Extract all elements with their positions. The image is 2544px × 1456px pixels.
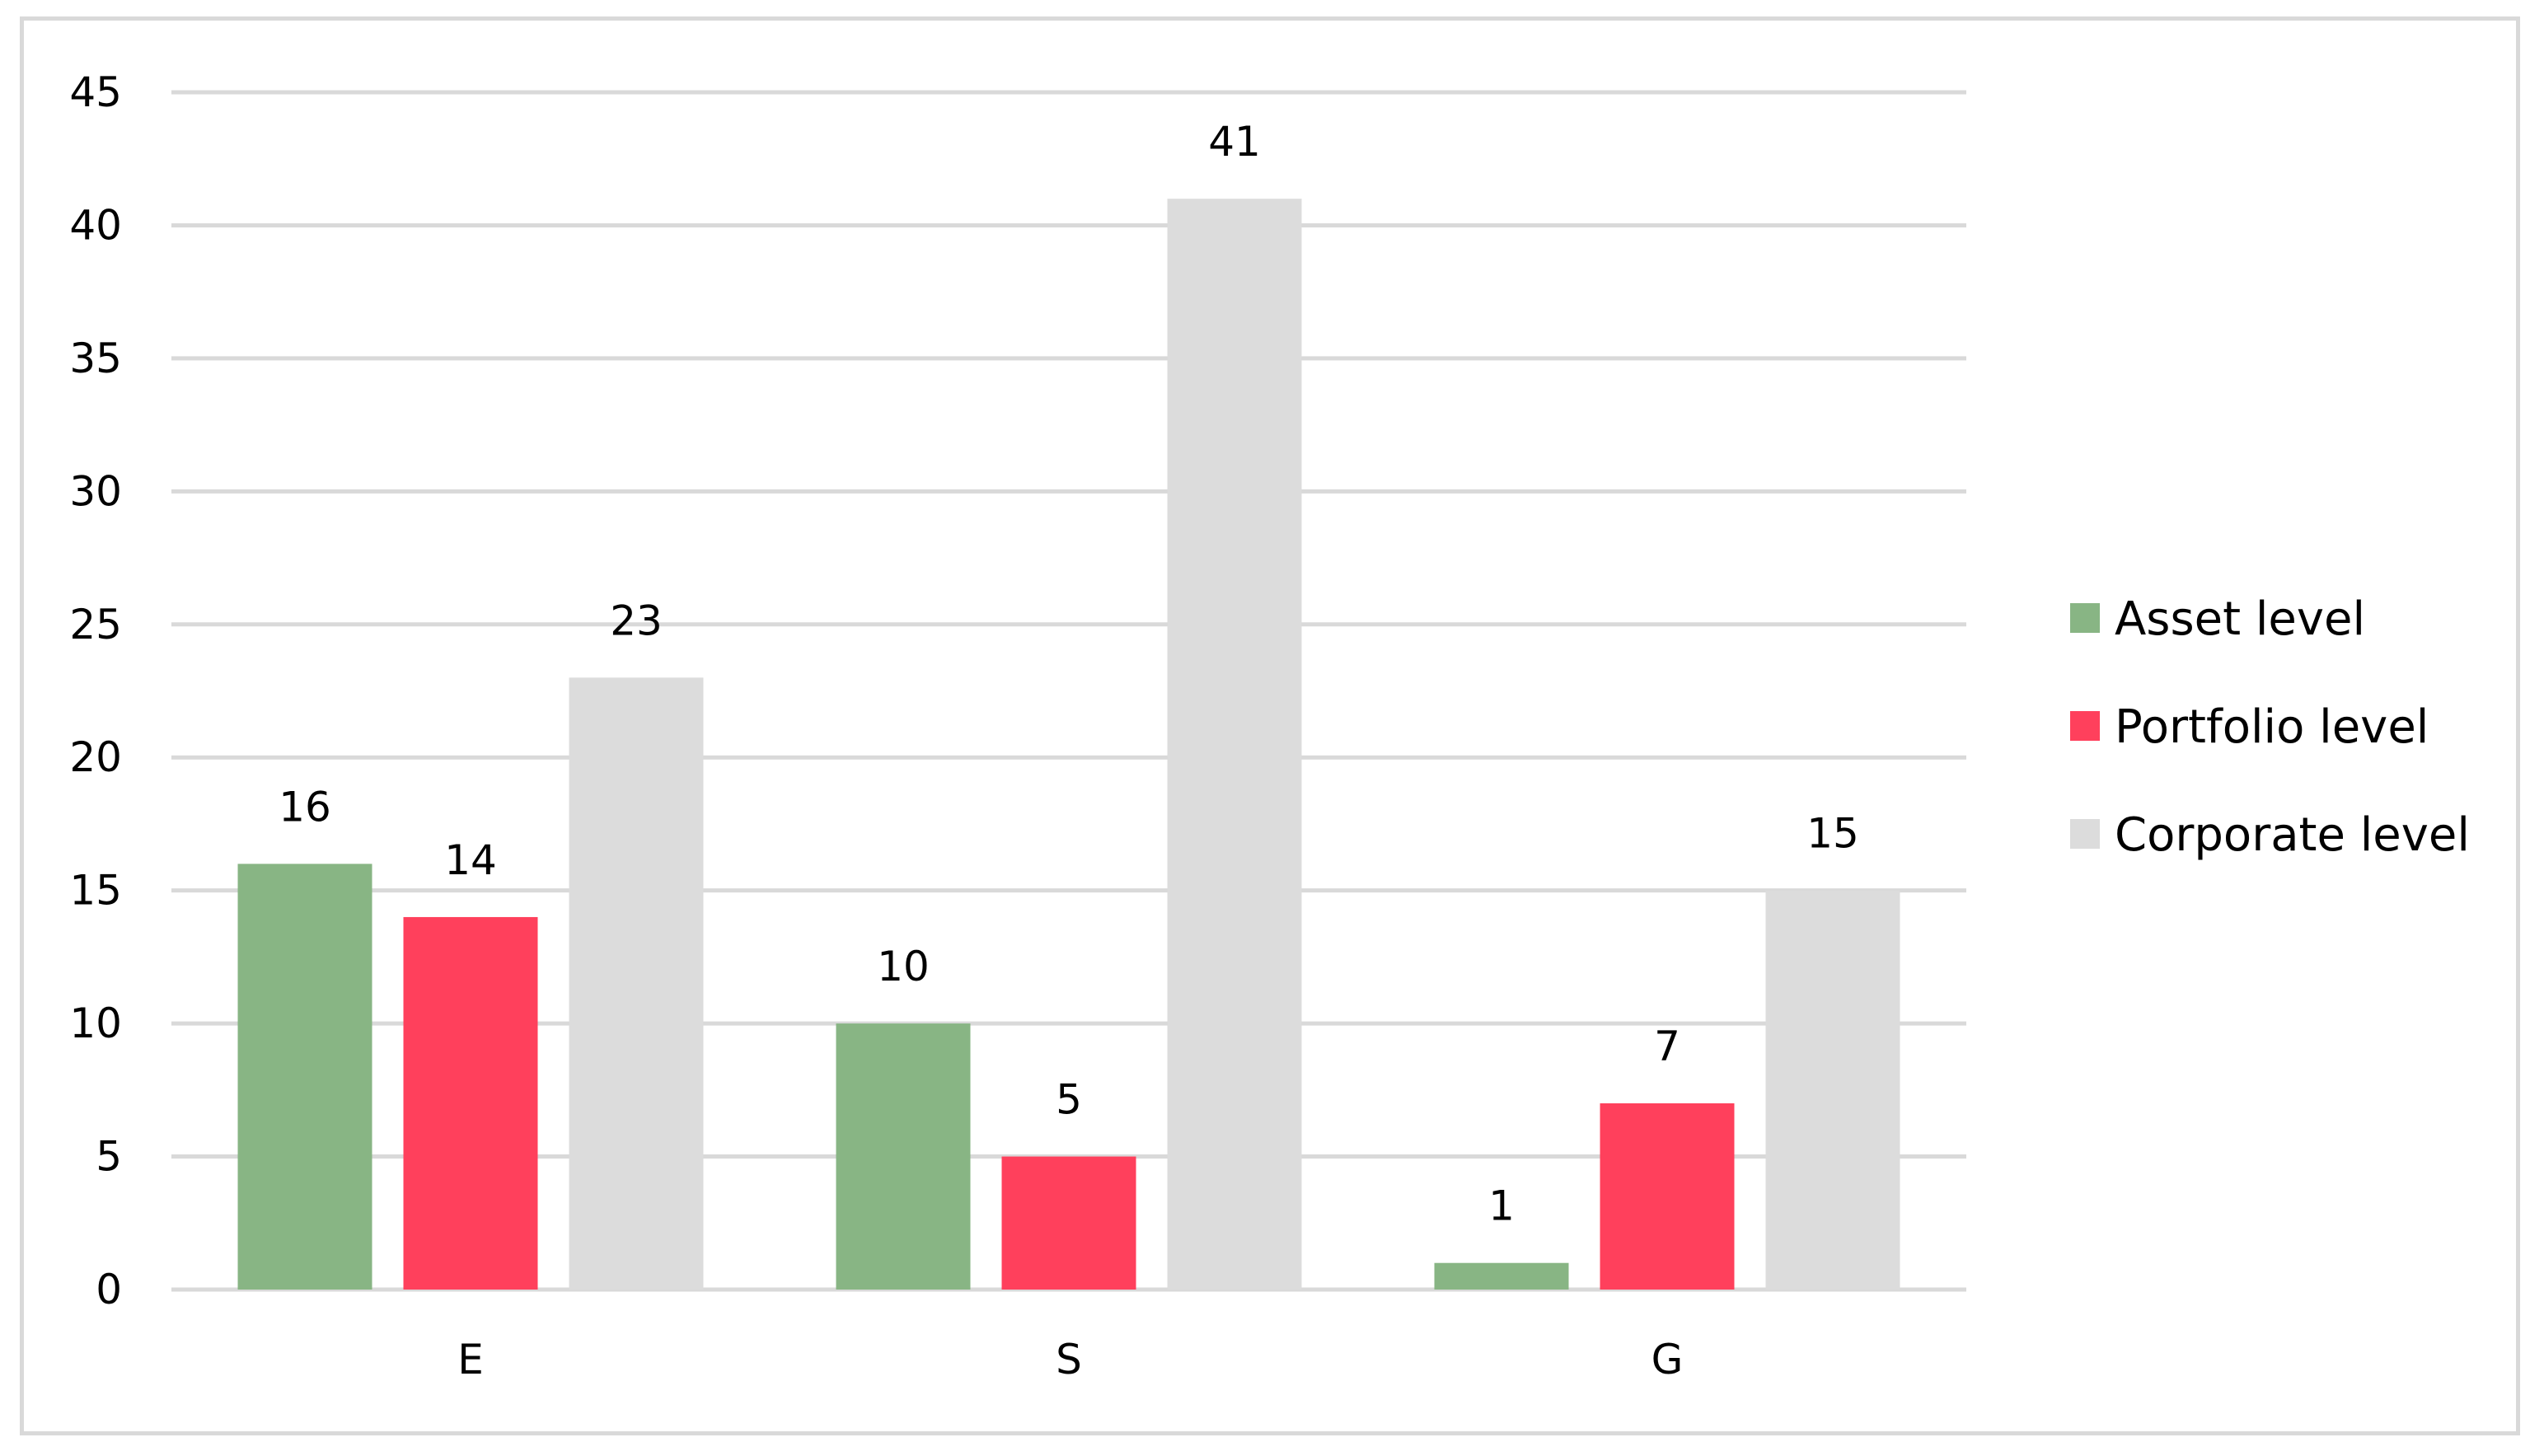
- bar-G-corporate-level: [1765, 890, 1900, 1290]
- y-tick-label: 35: [69, 335, 122, 382]
- legend-item-corporate-level[interactable]: Corporate level: [2070, 808, 2470, 862]
- legend-item-asset-level[interactable]: Asset level: [2070, 592, 2365, 646]
- bar-S-corporate-level: [1167, 199, 1302, 1290]
- bar-E-corporate-level: [569, 677, 704, 1290]
- y-tick-label: 15: [69, 867, 122, 915]
- data-labels: 16 14 23 10 5 41 1 7 15: [279, 118, 1859, 1230]
- y-tick-label: 45: [69, 68, 122, 116]
- x-category-label: G: [1651, 1336, 1684, 1383]
- data-label: 14: [444, 836, 497, 884]
- data-label: 1: [1488, 1182, 1515, 1230]
- data-label: 10: [877, 943, 930, 990]
- legend-label: Corporate level: [2115, 808, 2470, 862]
- y-tick-label: 10: [69, 1000, 122, 1047]
- data-label: 16: [279, 783, 331, 831]
- y-tick-label: 30: [69, 467, 122, 515]
- x-category-label: E: [457, 1336, 484, 1383]
- y-axis-tick-labels: 0 5 10 15 20 25 30 35 40 45: [69, 68, 122, 1313]
- data-label: 7: [1654, 1023, 1680, 1070]
- bars: [237, 199, 1900, 1290]
- data-label: 5: [1056, 1076, 1082, 1124]
- bar-G-portfolio-level: [1600, 1103, 1735, 1290]
- legend-label: Portfolio level: [2115, 700, 2429, 754]
- data-label: 41: [1208, 118, 1261, 166]
- legend-swatch: [2070, 711, 2100, 741]
- data-label: 15: [1806, 810, 1859, 858]
- y-tick-label: 20: [69, 733, 122, 781]
- y-tick-label: 40: [69, 201, 122, 249]
- bar-S-portfolio-level: [1001, 1156, 1136, 1290]
- x-category-label: S: [1056, 1336, 1082, 1383]
- bar-S-asset-level: [836, 1023, 971, 1290]
- data-label: 23: [610, 597, 663, 644]
- y-tick-label: 25: [69, 601, 122, 648]
- legend[interactable]: Asset level Portfolio level Corporate leve…: [2070, 592, 2470, 862]
- bar-G-asset-level: [1434, 1262, 1569, 1290]
- bar-E-asset-level: [237, 864, 372, 1290]
- y-tick-label: 5: [96, 1133, 122, 1181]
- y-tick-label: 0: [96, 1266, 122, 1313]
- legend-label: Asset level: [2115, 592, 2365, 646]
- legend-swatch: [2070, 819, 2100, 849]
- bar-E-portfolio-level: [403, 916, 538, 1290]
- legend-item-portfolio-level[interactable]: Portfolio level: [2070, 700, 2429, 754]
- legend-swatch: [2070, 603, 2100, 633]
